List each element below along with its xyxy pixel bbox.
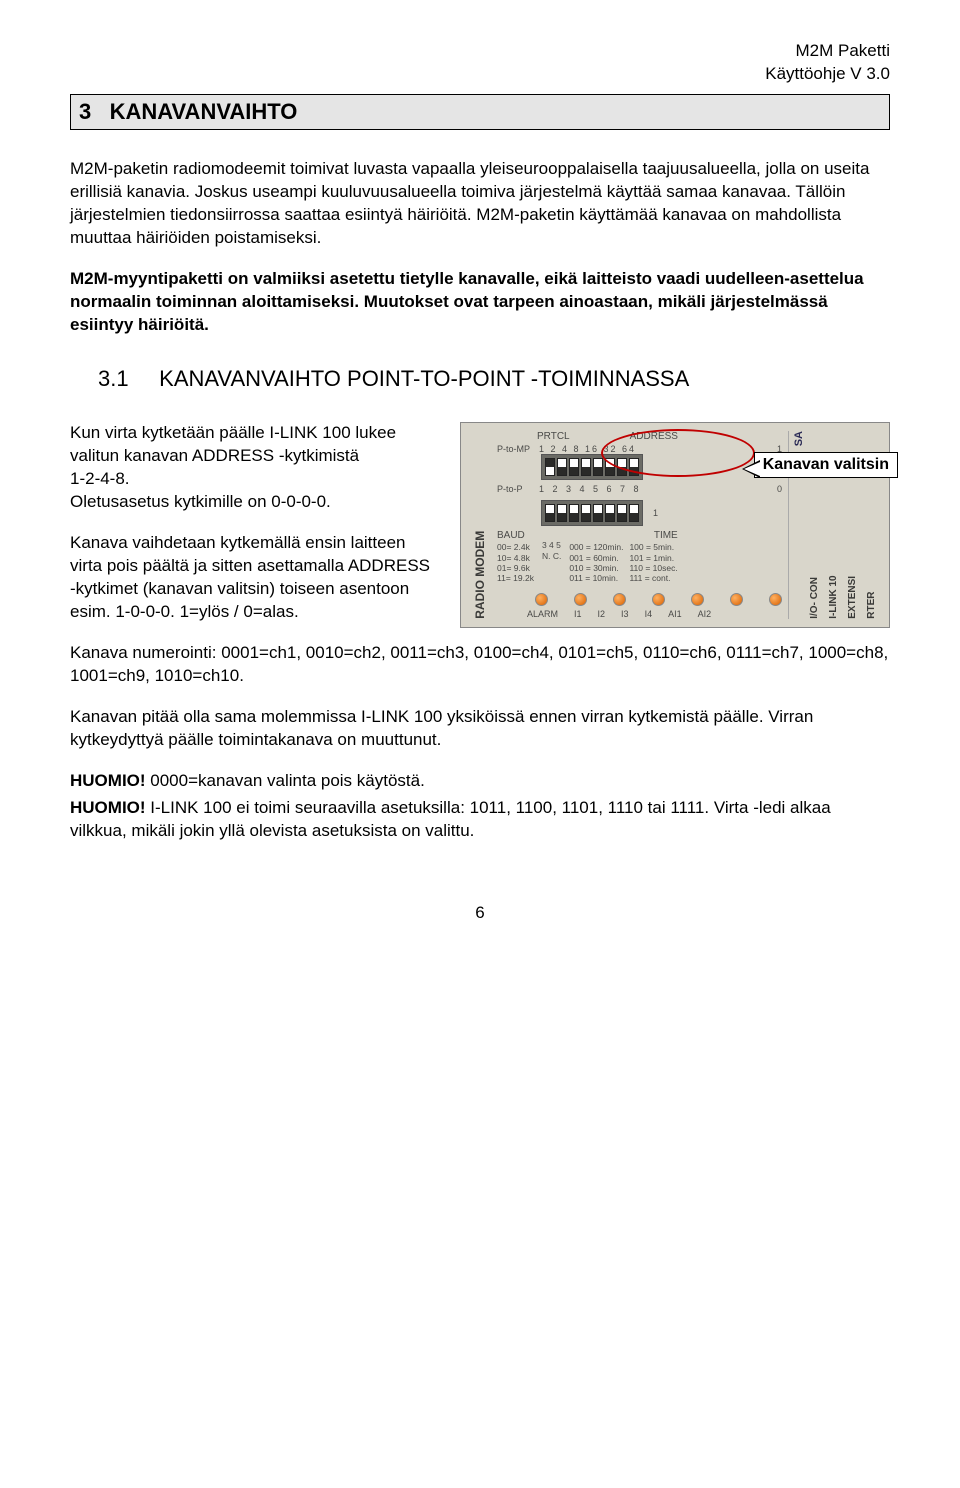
baud-column: BAUD 00= 2.4k 10= 4.8k 01= 9.6k 11= 19.2… — [497, 530, 534, 583]
time-label: TIME — [569, 530, 677, 542]
paragraph-4: Kanavan pitää olla sama molemmissa I-LIN… — [70, 706, 890, 752]
left-text-column: Kun virta kytketään päälle I-LINK 100 lu… — [70, 422, 440, 624]
left-para-1: Kun virta kytketään päälle I-LINK 100 lu… — [70, 422, 440, 468]
huomio-2: HUOMIO! I-LINK 100 ei toimi seuraavilla … — [70, 797, 890, 843]
time-110: 110 = 10sec. — [629, 563, 677, 573]
baud-11: 11= 19.2k — [497, 573, 534, 583]
left-para-2: Kanava vaihdetaan kytkemällä ensin laitt… — [70, 532, 440, 624]
p-to-mp-label: P-to-MP — [497, 444, 535, 454]
paragraph-3: Kanava numerointi: 0001=ch1, 0010=ch2, 0… — [70, 642, 890, 688]
led-label: I1 — [574, 609, 582, 619]
huomio-1-label: HUOMIO! — [70, 771, 146, 790]
section-heading: 3 KANAVANVAIHTO — [70, 94, 890, 130]
page-number: 6 — [70, 903, 890, 923]
two-column-block: Kun virta kytketään päälle I-LINK 100 lu… — [70, 422, 890, 628]
time-111: 111 = cont. — [629, 573, 677, 583]
prtcl-label: PRTCL — [537, 431, 570, 442]
time-001: 001 = 60min. — [569, 553, 623, 563]
led-labels-row: ALARM I1 I2 I3 I4 AI1 AI2 — [497, 609, 782, 619]
led-label: I4 — [645, 609, 653, 619]
baud-01: 01= 9.6k — [497, 563, 534, 573]
huomio-1-text: 0000=kanavan valinta pois käytöstä. — [146, 771, 425, 790]
mid-nc: N. C. — [542, 551, 561, 561]
header-line2: Käyttöohje V 3.0 — [765, 64, 890, 83]
baud-00: 00= 2.4k — [497, 542, 534, 552]
led-icon — [730, 593, 743, 606]
dip-numbers: 1 2 3 4 5 6 7 8 — [539, 484, 642, 494]
led-icon — [652, 593, 665, 606]
led-label: AI1 — [668, 609, 682, 619]
led-label: AI2 — [698, 609, 712, 619]
callout-label: Kanavan valitsin — [754, 452, 898, 478]
vlabel-radiomodem: RADIO MODEM — [469, 431, 491, 619]
one-label-2: 1 — [653, 508, 658, 518]
panel-top-labels: PRTCL ADDRESS — [497, 431, 782, 442]
paragraph-1: M2M-paketin radiomodeemit toimivat luvas… — [70, 158, 890, 250]
time-101: 101 = 1min. — [629, 553, 677, 563]
time-000: 000 = 120min. — [569, 542, 623, 552]
left-para-1c: Oletusasetus kytkimille on 0-0-0-0. — [70, 491, 440, 514]
huomio-2-text: I-LINK 100 ei toimi seuraavilla asetuksi… — [70, 798, 831, 840]
doc-header: M2M Paketti Käyttöohje V 3.0 — [70, 40, 890, 86]
paragraph-2-bold: M2M-myyntipaketti on valmiiksi asetettu … — [70, 268, 890, 337]
baud-10: 10= 4.8k — [497, 553, 534, 563]
led-icon — [574, 593, 587, 606]
mid-345: 3 4 5 — [542, 540, 561, 550]
led-label: ALARM — [527, 609, 558, 619]
huomio-1: HUOMIO! 0000=kanavan valinta pois käytös… — [70, 770, 890, 793]
dip-switch-row-1 — [541, 454, 643, 480]
subsection-heading: 3.1 KANAVANVAIHTO POINT-TO-POINT -TOIMIN… — [98, 366, 890, 392]
dip-switch-row-2 — [541, 500, 643, 526]
time-column: TIME 000 = 120min. 001 = 60min. 010 = 30… — [569, 530, 677, 583]
subsection-number: 3.1 — [98, 366, 129, 391]
mid-column: 3 4 5 N. C. — [542, 530, 561, 583]
huomio-2-label: HUOMIO! — [70, 798, 146, 817]
header-line1: M2M Paketti — [796, 41, 890, 60]
time-010: 010 = 30min. — [569, 563, 623, 573]
time-011: 011 = 10min. — [569, 573, 623, 583]
left-para-1b: 1-2-4-8. — [70, 468, 440, 491]
led-icon — [535, 593, 548, 606]
zero-label-top: 0 — [777, 484, 782, 494]
led-row — [497, 593, 782, 606]
led-label: I2 — [598, 609, 606, 619]
address-numbers: 1 2 4 8 16 32 64 — [539, 444, 636, 454]
page: M2M Paketti Käyttöohje V 3.0 3 KANAVANVA… — [0, 0, 960, 953]
device-panel-column: Kanavan valitsin RADIO MODEM PRTCL ADDRE… — [460, 422, 890, 628]
section-title: KANAVANVAIHTO — [110, 99, 298, 124]
baud-label: BAUD — [497, 530, 534, 542]
callout-arrow-icon — [744, 462, 760, 476]
led-icon — [769, 593, 782, 606]
p-to-p-label: P-to-P — [497, 484, 535, 494]
time-100: 100 = 5min. — [629, 542, 677, 552]
led-icon — [691, 593, 704, 606]
led-label: I3 — [621, 609, 629, 619]
subsection-title: KANAVANVAIHTO POINT-TO-POINT -TOIMINNASS… — [159, 366, 689, 391]
address-label: ADDRESS — [630, 431, 678, 442]
led-icon — [613, 593, 626, 606]
section-number: 3 — [79, 99, 91, 124]
